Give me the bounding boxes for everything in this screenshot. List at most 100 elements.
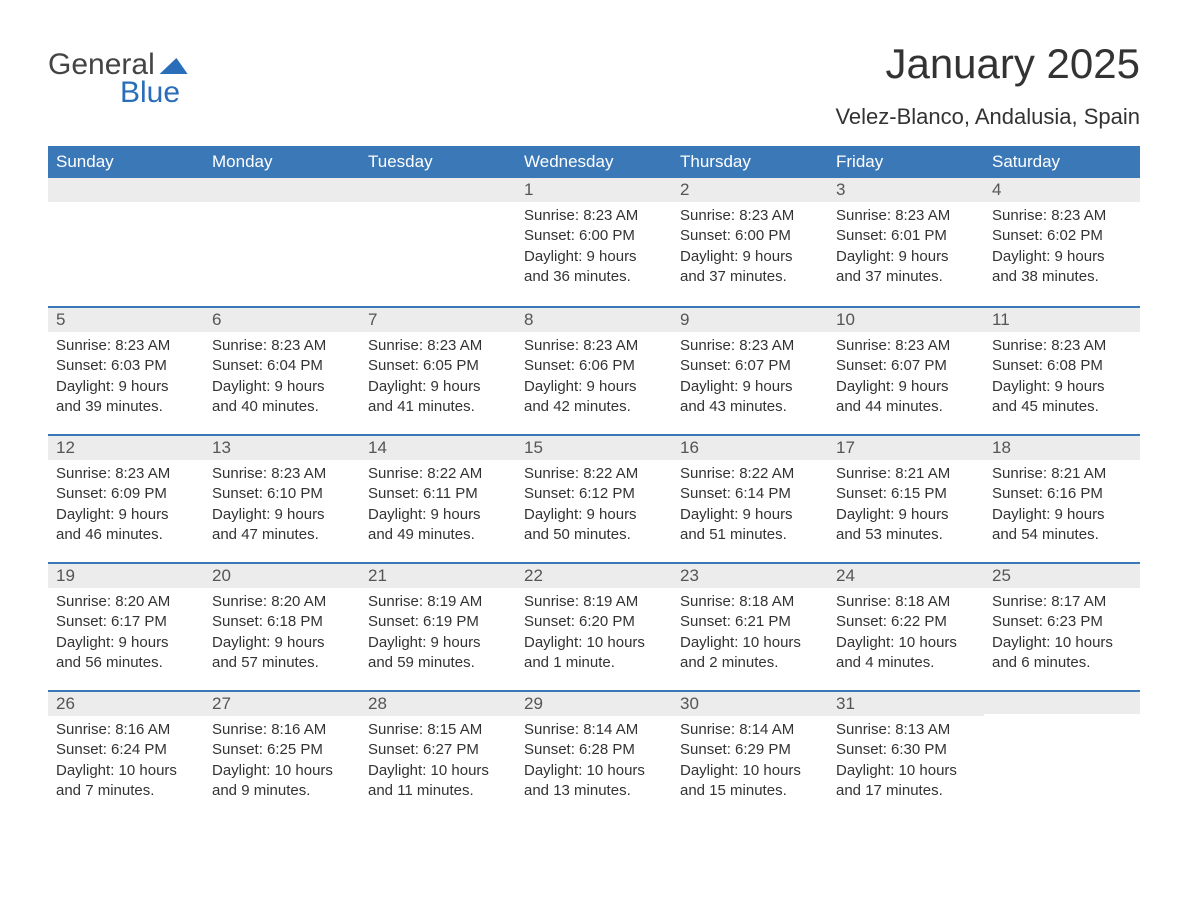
sunrise-text: Sunrise: 8:18 AM <box>836 592 976 612</box>
sunrise-text: Sunrise: 8:22 AM <box>680 464 820 484</box>
daylight-text: Daylight: 9 hours and 49 minutes. <box>368 505 508 546</box>
calendar-cell: 8Sunrise: 8:23 AMSunset: 6:06 PMDaylight… <box>516 306 672 434</box>
day-details: Sunrise: 8:23 AMSunset: 6:07 PMDaylight:… <box>672 332 828 425</box>
day-details: Sunrise: 8:23 AMSunset: 6:03 PMDaylight:… <box>48 332 204 425</box>
daylight-text: Daylight: 9 hours and 36 minutes. <box>524 247 664 288</box>
daylight-text: Daylight: 9 hours and 37 minutes. <box>836 247 976 288</box>
calendar-cell: 21Sunrise: 8:19 AMSunset: 6:19 PMDayligh… <box>360 562 516 690</box>
sunrise-text: Sunrise: 8:14 AM <box>524 720 664 740</box>
day-number: 4 <box>984 178 1140 202</box>
day-number: 29 <box>516 690 672 716</box>
sunset-text: Sunset: 6:17 PM <box>56 612 196 632</box>
day-number: 12 <box>48 434 204 460</box>
empty-day-bar <box>360 178 516 202</box>
calendar-table: SundayMondayTuesdayWednesdayThursdayFrid… <box>48 146 1140 818</box>
sunrise-text: Sunrise: 8:21 AM <box>836 464 976 484</box>
calendar-cell <box>204 178 360 306</box>
calendar-cell: 14Sunrise: 8:22 AMSunset: 6:11 PMDayligh… <box>360 434 516 562</box>
sunset-text: Sunset: 6:16 PM <box>992 484 1132 504</box>
sunrise-text: Sunrise: 8:23 AM <box>680 336 820 356</box>
day-details: Sunrise: 8:19 AMSunset: 6:20 PMDaylight:… <box>516 588 672 681</box>
day-details: Sunrise: 8:17 AMSunset: 6:23 PMDaylight:… <box>984 588 1140 681</box>
daylight-text: Daylight: 9 hours and 56 minutes. <box>56 633 196 674</box>
daylight-text: Daylight: 9 hours and 45 minutes. <box>992 377 1132 418</box>
weekday-header: Wednesday <box>516 146 672 178</box>
daylight-text: Daylight: 10 hours and 15 minutes. <box>680 761 820 802</box>
day-number: 13 <box>204 434 360 460</box>
sunset-text: Sunset: 6:20 PM <box>524 612 664 632</box>
sunset-text: Sunset: 6:14 PM <box>680 484 820 504</box>
sunrise-text: Sunrise: 8:23 AM <box>368 336 508 356</box>
daylight-text: Daylight: 9 hours and 59 minutes. <box>368 633 508 674</box>
day-details: Sunrise: 8:16 AMSunset: 6:25 PMDaylight:… <box>204 716 360 809</box>
sunrise-text: Sunrise: 8:15 AM <box>368 720 508 740</box>
day-number: 8 <box>516 306 672 332</box>
day-details: Sunrise: 8:23 AMSunset: 6:06 PMDaylight:… <box>516 332 672 425</box>
sunrise-text: Sunrise: 8:16 AM <box>56 720 196 740</box>
sunrise-text: Sunrise: 8:19 AM <box>524 592 664 612</box>
daylight-text: Daylight: 10 hours and 17 minutes. <box>836 761 976 802</box>
day-number: 19 <box>48 562 204 588</box>
sunrise-text: Sunrise: 8:16 AM <box>212 720 352 740</box>
sunrise-text: Sunrise: 8:23 AM <box>56 464 196 484</box>
day-details: Sunrise: 8:23 AMSunset: 6:10 PMDaylight:… <box>204 460 360 553</box>
calendar-cell: 9Sunrise: 8:23 AMSunset: 6:07 PMDaylight… <box>672 306 828 434</box>
daylight-text: Daylight: 9 hours and 41 minutes. <box>368 377 508 418</box>
calendar-cell: 1Sunrise: 8:23 AMSunset: 6:00 PMDaylight… <box>516 178 672 306</box>
sunrise-text: Sunrise: 8:23 AM <box>680 206 820 226</box>
daylight-text: Daylight: 9 hours and 50 minutes. <box>524 505 664 546</box>
daylight-text: Daylight: 9 hours and 51 minutes. <box>680 505 820 546</box>
daylight-text: Daylight: 10 hours and 1 minute. <box>524 633 664 674</box>
day-details: Sunrise: 8:22 AMSunset: 6:11 PMDaylight:… <box>360 460 516 553</box>
calendar-header-row: SundayMondayTuesdayWednesdayThursdayFrid… <box>48 146 1140 178</box>
brand-logo: General Blue <box>48 48 189 110</box>
daylight-text: Daylight: 10 hours and 4 minutes. <box>836 633 976 674</box>
day-details: Sunrise: 8:23 AMSunset: 6:05 PMDaylight:… <box>360 332 516 425</box>
daylight-text: Daylight: 10 hours and 7 minutes. <box>56 761 196 802</box>
sunrise-text: Sunrise: 8:20 AM <box>212 592 352 612</box>
calendar-cell: 13Sunrise: 8:23 AMSunset: 6:10 PMDayligh… <box>204 434 360 562</box>
sunset-text: Sunset: 6:23 PM <box>992 612 1132 632</box>
calendar-body: 1Sunrise: 8:23 AMSunset: 6:00 PMDaylight… <box>48 178 1140 818</box>
weekday-header: Monday <box>204 146 360 178</box>
day-number: 5 <box>48 306 204 332</box>
day-number: 26 <box>48 690 204 716</box>
day-details: Sunrise: 8:23 AMSunset: 6:01 PMDaylight:… <box>828 202 984 295</box>
calendar-cell <box>984 690 1140 818</box>
day-details: Sunrise: 8:18 AMSunset: 6:22 PMDaylight:… <box>828 588 984 681</box>
sunset-text: Sunset: 6:27 PM <box>368 740 508 760</box>
calendar-cell: 18Sunrise: 8:21 AMSunset: 6:16 PMDayligh… <box>984 434 1140 562</box>
day-number: 24 <box>828 562 984 588</box>
sunset-text: Sunset: 6:07 PM <box>836 356 976 376</box>
sunrise-text: Sunrise: 8:23 AM <box>524 206 664 226</box>
daylight-text: Daylight: 10 hours and 13 minutes. <box>524 761 664 802</box>
sunset-text: Sunset: 6:12 PM <box>524 484 664 504</box>
sunset-text: Sunset: 6:04 PM <box>212 356 352 376</box>
weekday-header: Sunday <box>48 146 204 178</box>
flag-icon <box>159 58 190 74</box>
daylight-text: Daylight: 9 hours and 40 minutes. <box>212 377 352 418</box>
sunrise-text: Sunrise: 8:21 AM <box>992 464 1132 484</box>
calendar-cell: 15Sunrise: 8:22 AMSunset: 6:12 PMDayligh… <box>516 434 672 562</box>
calendar-cell: 16Sunrise: 8:22 AMSunset: 6:14 PMDayligh… <box>672 434 828 562</box>
day-details: Sunrise: 8:13 AMSunset: 6:30 PMDaylight:… <box>828 716 984 809</box>
day-details: Sunrise: 8:22 AMSunset: 6:12 PMDaylight:… <box>516 460 672 553</box>
daylight-text: Daylight: 9 hours and 39 minutes. <box>56 377 196 418</box>
daylight-text: Daylight: 9 hours and 38 minutes. <box>992 247 1132 288</box>
weekday-header: Thursday <box>672 146 828 178</box>
empty-day-bar <box>984 690 1140 714</box>
sunrise-text: Sunrise: 8:23 AM <box>836 206 976 226</box>
calendar-cell: 17Sunrise: 8:21 AMSunset: 6:15 PMDayligh… <box>828 434 984 562</box>
sunset-text: Sunset: 6:10 PM <box>212 484 352 504</box>
daylight-text: Daylight: 9 hours and 46 minutes. <box>56 505 196 546</box>
weekday-header: Friday <box>828 146 984 178</box>
day-number: 18 <box>984 434 1140 460</box>
sunrise-text: Sunrise: 8:23 AM <box>212 336 352 356</box>
day-number: 3 <box>828 178 984 202</box>
sunrise-text: Sunrise: 8:23 AM <box>992 336 1132 356</box>
daylight-text: Daylight: 9 hours and 43 minutes. <box>680 377 820 418</box>
sunset-text: Sunset: 6:18 PM <box>212 612 352 632</box>
sunrise-text: Sunrise: 8:23 AM <box>992 206 1132 226</box>
sunset-text: Sunset: 6:25 PM <box>212 740 352 760</box>
calendar-cell: 5Sunrise: 8:23 AMSunset: 6:03 PMDaylight… <box>48 306 204 434</box>
